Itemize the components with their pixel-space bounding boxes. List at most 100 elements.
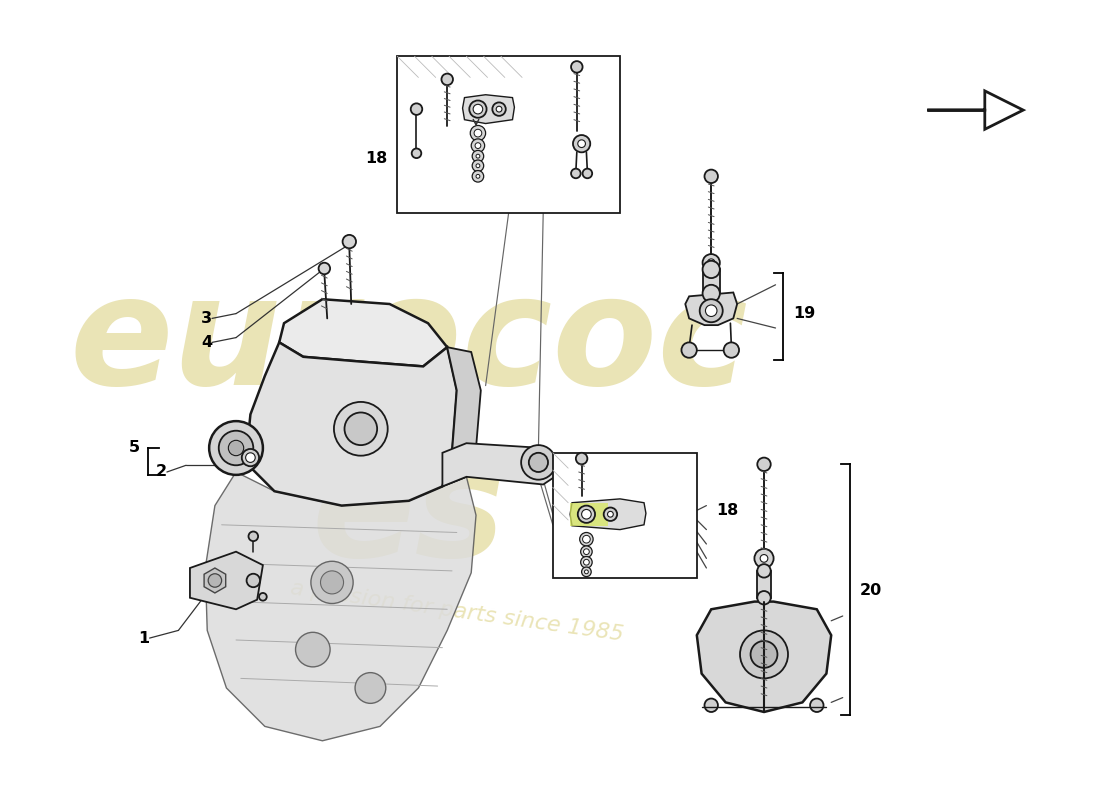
Circle shape — [344, 413, 377, 445]
Polygon shape — [463, 94, 515, 123]
Text: 2: 2 — [156, 465, 167, 479]
Circle shape — [355, 673, 386, 703]
Circle shape — [246, 574, 260, 587]
Circle shape — [529, 453, 548, 472]
Circle shape — [521, 445, 556, 480]
Circle shape — [583, 549, 590, 554]
Circle shape — [249, 531, 258, 541]
Circle shape — [583, 559, 590, 565]
Text: a passion for parts since 1985: a passion for parts since 1985 — [289, 578, 625, 645]
Circle shape — [583, 169, 592, 178]
Circle shape — [260, 593, 266, 601]
Circle shape — [750, 641, 778, 668]
Circle shape — [707, 259, 715, 266]
Bar — [703, 270, 719, 294]
Circle shape — [471, 139, 485, 152]
Circle shape — [700, 299, 723, 322]
Circle shape — [334, 402, 387, 456]
Circle shape — [475, 142, 481, 149]
Circle shape — [584, 570, 588, 574]
Circle shape — [441, 74, 453, 85]
Circle shape — [571, 169, 581, 178]
Polygon shape — [442, 443, 558, 486]
Polygon shape — [685, 293, 737, 325]
Circle shape — [681, 342, 696, 358]
Circle shape — [208, 574, 221, 587]
Circle shape — [311, 562, 353, 603]
Polygon shape — [205, 568, 225, 593]
Circle shape — [242, 449, 260, 466]
Circle shape — [810, 698, 824, 712]
Circle shape — [472, 150, 484, 162]
Text: 3: 3 — [201, 311, 212, 326]
Circle shape — [583, 535, 591, 543]
Circle shape — [229, 440, 244, 456]
Circle shape — [607, 511, 614, 517]
Text: 1: 1 — [139, 630, 150, 646]
Circle shape — [476, 154, 480, 158]
Text: 18: 18 — [716, 503, 738, 518]
Circle shape — [474, 130, 482, 137]
Circle shape — [573, 135, 591, 152]
Circle shape — [470, 101, 486, 118]
Circle shape — [703, 254, 719, 271]
Circle shape — [476, 164, 480, 168]
Circle shape — [703, 261, 719, 278]
Circle shape — [576, 453, 587, 464]
Text: 19: 19 — [793, 306, 815, 321]
Circle shape — [740, 630, 788, 678]
Circle shape — [578, 140, 585, 147]
Circle shape — [571, 61, 583, 73]
Circle shape — [704, 698, 718, 712]
Polygon shape — [245, 414, 274, 472]
Circle shape — [578, 506, 595, 523]
Polygon shape — [279, 299, 448, 366]
Circle shape — [342, 235, 356, 248]
Circle shape — [757, 591, 771, 605]
Circle shape — [472, 170, 484, 182]
Polygon shape — [927, 91, 1023, 130]
Circle shape — [705, 305, 717, 317]
Bar — [553, 453, 696, 578]
Circle shape — [219, 430, 253, 466]
Circle shape — [472, 160, 484, 171]
Polygon shape — [206, 472, 476, 741]
Circle shape — [581, 557, 592, 568]
Circle shape — [245, 453, 255, 462]
Circle shape — [582, 567, 591, 577]
Bar — [397, 56, 620, 213]
Circle shape — [410, 103, 422, 115]
Circle shape — [580, 533, 593, 546]
Circle shape — [320, 571, 343, 594]
Circle shape — [473, 104, 483, 114]
Circle shape — [755, 549, 773, 568]
Circle shape — [411, 149, 421, 158]
Circle shape — [604, 507, 617, 521]
Circle shape — [703, 285, 719, 302]
Polygon shape — [696, 602, 832, 712]
Circle shape — [493, 102, 506, 116]
Polygon shape — [190, 552, 263, 610]
Circle shape — [582, 510, 591, 519]
Text: 20: 20 — [860, 582, 882, 598]
Circle shape — [296, 632, 330, 667]
Circle shape — [319, 262, 330, 274]
Bar — [570, 502, 608, 526]
Circle shape — [760, 554, 768, 562]
Circle shape — [704, 170, 718, 183]
Polygon shape — [442, 347, 481, 486]
Text: 4: 4 — [201, 335, 212, 350]
Polygon shape — [245, 342, 456, 506]
Circle shape — [757, 564, 771, 578]
Polygon shape — [570, 499, 646, 530]
Circle shape — [724, 342, 739, 358]
Bar — [757, 571, 771, 598]
Circle shape — [496, 106, 502, 112]
Circle shape — [581, 546, 592, 558]
Text: 5: 5 — [129, 441, 140, 455]
Circle shape — [209, 421, 263, 475]
Circle shape — [476, 174, 480, 178]
Circle shape — [471, 126, 485, 141]
Circle shape — [757, 458, 771, 471]
Text: 18: 18 — [365, 150, 387, 166]
